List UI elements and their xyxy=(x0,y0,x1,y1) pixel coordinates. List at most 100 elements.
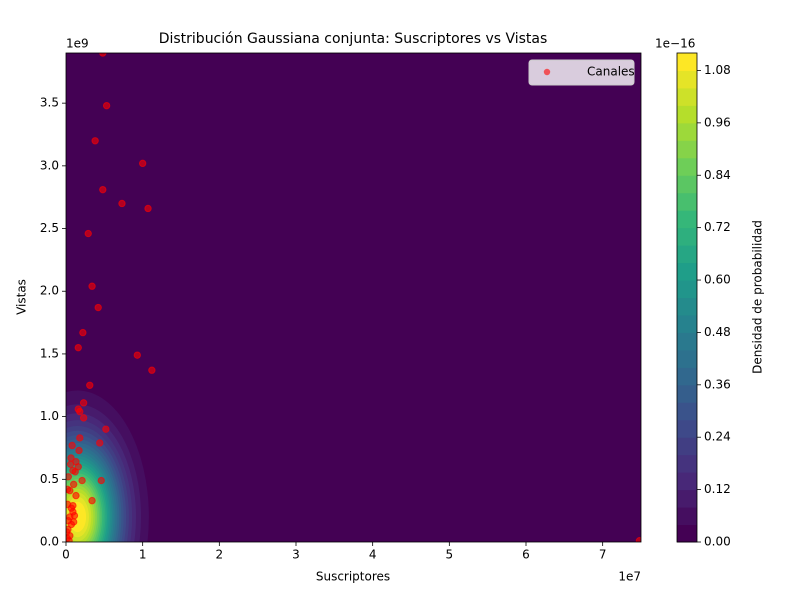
y-tick-label: 2.0 xyxy=(40,284,59,298)
y-tick-label: 2.5 xyxy=(40,221,59,235)
colorbar-tick-label: 1.08 xyxy=(704,63,731,77)
colorbar-tick-label: 0.72 xyxy=(704,220,731,234)
y-offset-label: 1e9 xyxy=(66,37,89,51)
x-tick-label: 6 xyxy=(522,548,530,562)
point xyxy=(99,185,107,194)
colorbar-label: Densidad de probabilidad xyxy=(751,220,765,374)
colorbar-band xyxy=(677,53,697,71)
x-tick-label: 3 xyxy=(292,548,300,562)
colorbar: 0.00 0.12 0.24 0.36 0.48 0.60 0.72 0.84 0.96 1.08 xyxy=(676,52,731,549)
point xyxy=(76,434,84,442)
x-tick-label: 1 xyxy=(139,548,147,562)
point xyxy=(69,480,78,489)
y-tick-label: 0.5 xyxy=(40,472,59,486)
colorbar-band xyxy=(677,140,697,159)
point xyxy=(72,491,80,500)
x-tick-label: 2 xyxy=(216,548,224,562)
point xyxy=(88,496,96,505)
point xyxy=(148,366,156,374)
colorbar-tick-label: 0.36 xyxy=(704,377,731,391)
point xyxy=(75,446,83,455)
point xyxy=(71,468,79,476)
point xyxy=(74,343,82,352)
point xyxy=(69,501,77,510)
legend-marker xyxy=(543,68,551,76)
colorbar-band xyxy=(677,192,697,211)
x-tick-label: 0 xyxy=(62,548,70,562)
point xyxy=(118,199,126,208)
axes: 0 1 2 3 4 5 6 7 0.0 0.5 1.0 1.5 2.0 2.5 3.0 3.5 xyxy=(40,96,607,562)
colorbar-band xyxy=(677,175,697,194)
point xyxy=(66,473,72,481)
colorbar-band xyxy=(677,437,697,456)
colorbar-band xyxy=(677,472,697,491)
colorbar-band xyxy=(677,105,697,124)
colorbar-tick-label: 0.60 xyxy=(704,273,731,287)
point xyxy=(79,414,88,422)
colorbar-band xyxy=(677,367,697,386)
y-tick-label: 0.0 xyxy=(40,535,59,549)
point xyxy=(635,537,641,542)
colorbar-band xyxy=(677,280,697,298)
point xyxy=(76,407,84,416)
point xyxy=(66,485,72,494)
colorbar-band xyxy=(677,489,697,508)
point xyxy=(84,229,92,238)
colorbar-tick-label: 0.00 xyxy=(704,535,731,549)
point xyxy=(69,518,78,526)
point xyxy=(133,351,142,359)
point xyxy=(70,511,79,520)
y-tick-label: 3.0 xyxy=(40,158,59,172)
colorbar-offset-label: 1e−16 xyxy=(655,37,695,51)
colorbar-band xyxy=(677,122,697,141)
colorbar-tick-label: 0.84 xyxy=(704,168,731,182)
colorbar-tick-label: 0.12 xyxy=(704,482,731,496)
point xyxy=(102,425,110,433)
colorbar-band xyxy=(677,349,697,368)
x-tick-label: 7 xyxy=(599,548,607,562)
colorbar-band xyxy=(677,87,697,106)
point xyxy=(99,53,107,57)
colorbar-band xyxy=(677,297,697,316)
colorbar-band xyxy=(677,419,697,438)
point xyxy=(78,476,86,485)
point xyxy=(88,282,96,290)
colorbar-band xyxy=(677,70,697,89)
y-tick-label: 1.5 xyxy=(40,346,59,360)
point xyxy=(96,439,104,447)
point xyxy=(79,399,88,407)
point xyxy=(66,460,75,468)
colorbar-tick-label: 0.24 xyxy=(704,430,731,444)
colorbar-band xyxy=(677,227,697,246)
x-axis-label: Suscriptores xyxy=(316,570,390,584)
point xyxy=(91,137,99,145)
colorbar-band xyxy=(677,157,697,176)
point xyxy=(79,328,87,337)
y-tick-label: 3.5 xyxy=(40,96,59,110)
colorbar-band xyxy=(677,384,697,403)
y-axis-label: Vistas xyxy=(15,279,29,315)
colorbar-band xyxy=(677,314,697,333)
points xyxy=(66,53,641,542)
colorbar-band xyxy=(677,332,697,351)
point xyxy=(97,476,105,485)
legend-box xyxy=(528,59,635,86)
point xyxy=(102,101,111,110)
plot-frame xyxy=(65,52,642,543)
colorbar-band xyxy=(677,524,697,543)
colorbar-band xyxy=(677,402,697,421)
y-tick-label: 1.0 xyxy=(40,409,59,423)
colorbar-frame xyxy=(676,52,698,543)
density-band xyxy=(66,53,641,542)
x-tick-label: 4 xyxy=(369,548,377,562)
point xyxy=(68,441,76,450)
colorbar-tick-label: 0.48 xyxy=(704,325,731,339)
point xyxy=(144,204,152,213)
point xyxy=(66,537,73,542)
point xyxy=(86,381,94,389)
colorbar-band xyxy=(677,245,697,264)
colorbar-band xyxy=(677,507,697,526)
chart-title: Distribución Gaussiana conjunta: Suscrip… xyxy=(159,31,548,47)
